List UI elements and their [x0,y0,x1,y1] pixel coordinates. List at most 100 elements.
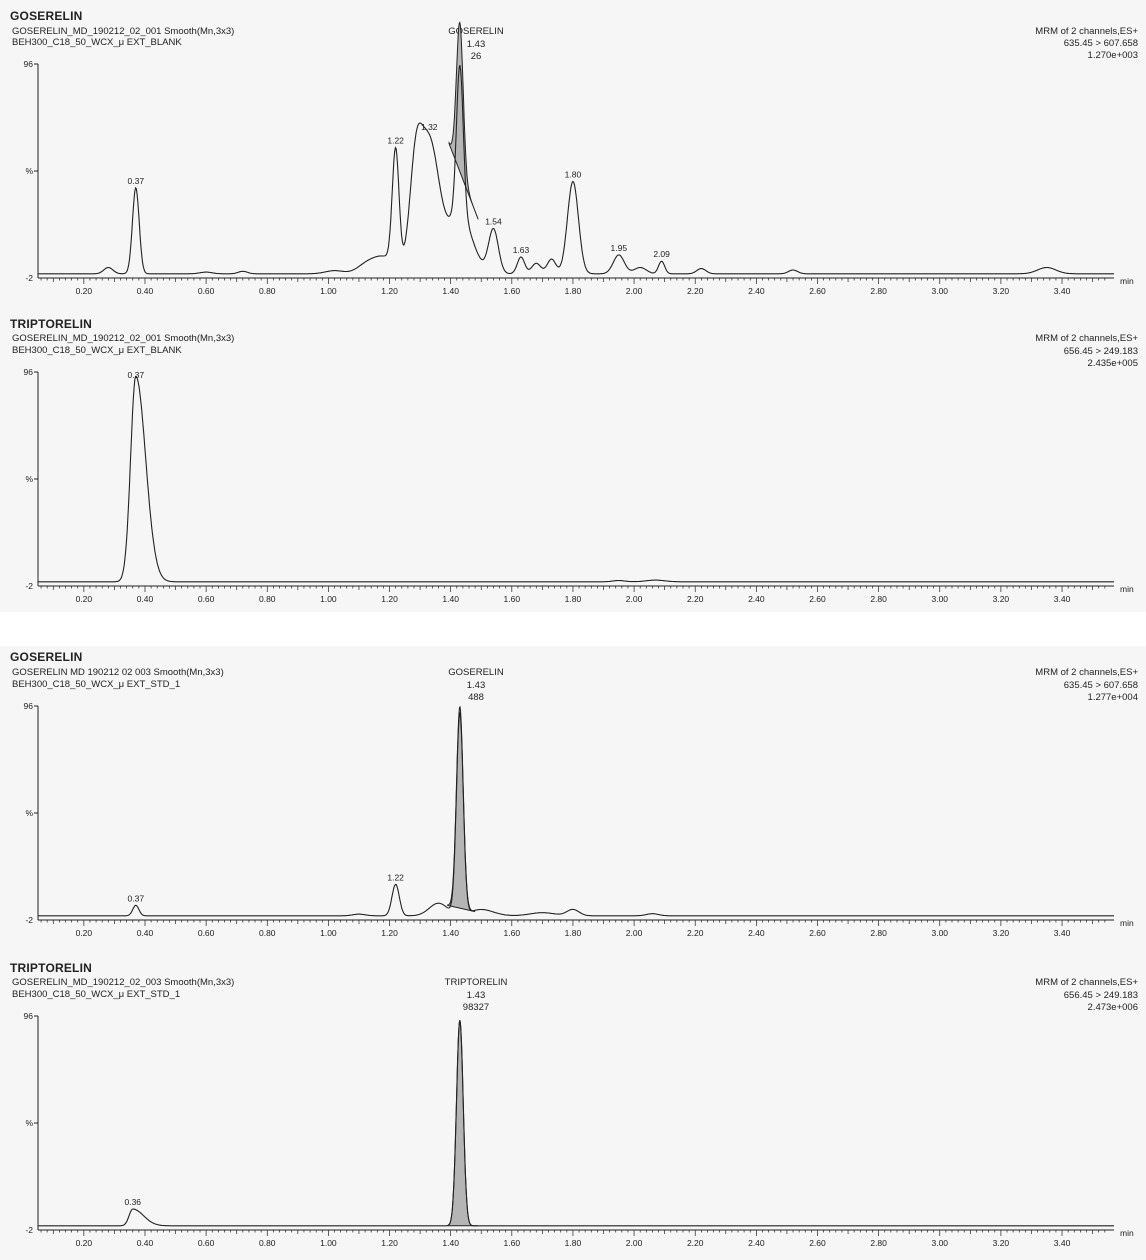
peak-rt-label: 1.80 [565,169,582,179]
x-axis-unit: min [1120,1228,1134,1238]
sample-info-line-1: GOSERELIN MD 190212 02 003 Smooth(Mn,3x3… [12,667,224,678]
x-tick-label: 2.80 [870,594,887,604]
peak-rt-label: 1.22 [387,135,404,145]
channel-info-line-1: MRM of 2 channels,ES+ [1035,333,1138,344]
x-axis-unit: min [1120,276,1134,286]
peak-annotation-area: 26 [470,51,482,62]
x-tick-label: 0.60 [198,286,215,296]
x-tick-label: 1.00 [320,594,337,604]
peak-rt-label: 1.63 [513,245,530,255]
panel-background [0,646,1146,954]
x-tick-label: 2.00 [626,1238,643,1248]
x-tick-label: 2.00 [626,928,643,938]
peak-rt-label: 1.54 [485,216,502,226]
x-tick-label: 0.20 [76,1238,93,1248]
peak-annotation-rt: 1.43 [466,680,486,691]
peak-rt-label: 1.95 [611,243,628,253]
x-tick-label: 1.80 [565,928,582,938]
sample-info-line-2: BEH300_C18_50_WCX_μ EXT_STD_1 [12,989,181,1000]
x-tick-label: 1.60 [504,286,521,296]
x-tick-label: 3.00 [931,286,948,296]
x-tick-label: 1.40 [442,286,459,296]
x-tick-label: 1.20 [381,928,398,938]
x-tick-label: 1.60 [504,928,521,938]
x-tick-label: 2.40 [748,594,765,604]
x-tick-label: 2.20 [687,594,704,604]
chromatogram-panel-3: GOSERELIN GOSERELIN MD 190212 02 003 Smo… [0,646,1146,954]
peak-rt-label: 1.32 [421,122,438,132]
x-tick-label: 0.60 [198,928,215,938]
x-tick-label: 1.00 [320,286,337,296]
x-tick-label: 0.80 [259,928,276,938]
panel-title: GOSERELIN [10,650,83,664]
panel-background [0,0,1146,306]
x-tick-label: 0.80 [259,594,276,604]
x-tick-label: 1.00 [320,928,337,938]
peak-rt-label: 1.22 [387,872,404,882]
chromatogram-trace [38,375,1114,583]
x-tick-label: 3.20 [993,286,1010,296]
x-tick-label: 0.40 [137,594,154,604]
x-tick-label: 2.20 [687,928,704,938]
peak-rt-label: 0.37 [128,370,145,380]
x-tick-label: 0.60 [198,594,215,604]
sample-info-line-2: BEH300_C18_50_WCX_μ EXT_BLANK [12,37,182,48]
x-tick-label: 2.00 [626,286,643,296]
sample-info-line-1: GOSERELIN_MD_190212_02_001 Smooth(Mn,3x3… [12,333,235,344]
panel-background [0,306,1146,612]
channel-info-line-2: 635.45 > 607.658 [1063,680,1138,691]
peak-annotation-rt: 1.43 [466,39,486,50]
x-tick-label: 2.80 [870,928,887,938]
x-tick-label: 2.00 [626,594,643,604]
x-tick-label: 0.40 [137,286,154,296]
x-tick-label: 0.40 [137,928,154,938]
y-axis-label: % [25,166,33,176]
x-tick-label: 1.20 [381,594,398,604]
channel-info-line-2: 635.45 > 607.658 [1063,38,1138,49]
x-tick-label: 0.40 [137,1238,154,1248]
x-tick-label: 0.20 [76,594,93,604]
peak-annotation-name: GOSERELIN [448,26,504,37]
channel-info-line-3: 1.277e+004 [1087,692,1138,703]
y-axis-label: % [25,808,33,818]
x-tick-label: 3.00 [931,1238,948,1248]
y-top-label: 96 [24,701,34,711]
y-bottom-label: -2 [25,273,33,283]
x-tick-label: 2.20 [687,286,704,296]
sample-info-line-2: BEH300_C18_50_WCX_μ EXT_STD_1 [12,679,181,690]
channel-info-line-1: MRM of 2 channels,ES+ [1035,667,1138,678]
x-tick-label: 1.80 [565,1238,582,1248]
panel-title: GOSERELIN [10,9,83,23]
x-tick-label: 2.40 [748,1238,765,1248]
x-tick-label: 3.20 [993,1238,1010,1248]
x-tick-label: 3.40 [1054,286,1071,296]
peak-rt-label: 0.37 [128,176,145,186]
x-tick-label: 2.40 [748,928,765,938]
x-tick-label: 1.20 [381,1238,398,1248]
peak-rt-label: 0.37 [128,893,145,903]
x-tick-label: 2.60 [809,928,826,938]
chromatogram-panel-2: TRIPTORELIN GOSERELIN_MD_190212_02_001 S… [0,306,1146,612]
integrated-peak-area [448,21,479,220]
chromatogram-panel-1: GOSERELIN GOSERELIN_MD_190212_02_001 Smo… [0,0,1146,306]
chromatogram-plot: 96% -2 0.20 0.40 0.60 0.80 1.00 1.20 1.40 1.60 1.8… [24,1011,1134,1248]
chromatogram-trace [38,65,1114,275]
panel-title: TRIPTORELIN [10,961,92,975]
chromatogram-trace [38,712,1114,917]
x-tick-label: 3.20 [993,594,1010,604]
x-tick-label: 1.40 [442,1238,459,1248]
x-tick-label: 1.00 [320,1238,337,1248]
peak-rt-label: 2.09 [653,249,670,259]
channel-info-line-3: 2.473e+006 [1087,1002,1138,1013]
x-tick-label: 2.60 [809,286,826,296]
x-tick-label: 1.80 [565,286,582,296]
x-tick-label: 1.60 [504,1238,521,1248]
channel-info-line-3: 1.270e+003 [1087,50,1138,61]
chromatogram-plot: 96% -2 0.20 0.40 0.60 0.80 1.00 1.20 1.40 1.60 1.8… [24,701,1134,938]
peak-annotation-area: 488 [468,692,484,703]
x-tick-label: 3.00 [931,594,948,604]
chromatogram-trace [38,1020,1114,1227]
x-tick-label: 3.00 [931,928,948,938]
x-tick-label: 2.40 [748,286,765,296]
y-top-label: 96 [24,1011,34,1021]
